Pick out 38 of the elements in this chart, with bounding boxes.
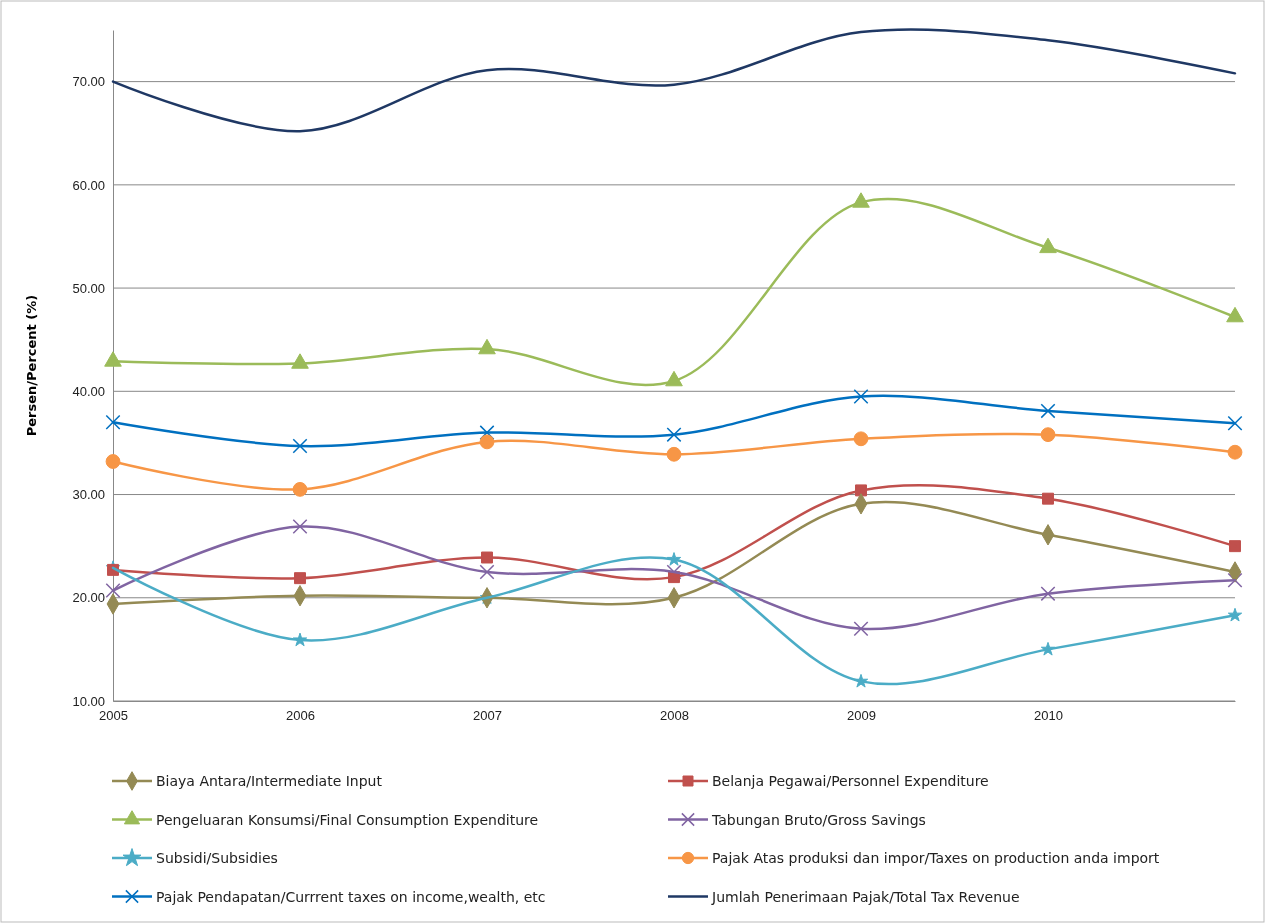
x-tick-label: 2005 xyxy=(99,708,128,724)
point xyxy=(479,564,495,580)
y-tick-label: 70.00 xyxy=(72,74,105,90)
legend-label: Belanja Pegawai/Personnel Expenditure xyxy=(712,773,989,789)
x-tick-label: 2007 xyxy=(473,708,502,724)
point xyxy=(1227,572,1243,588)
legend-label: Pajak Atas produksi dan impor/Taxes on production anda import xyxy=(712,850,1160,866)
point xyxy=(1227,607,1243,622)
y-axis-title: Persen/Percent (%) xyxy=(24,294,39,437)
point xyxy=(853,621,869,637)
point xyxy=(853,388,869,404)
y-tick-label: 20.00 xyxy=(72,590,105,606)
point xyxy=(105,414,121,430)
point xyxy=(1226,306,1244,323)
y-tick-label: 10.00 xyxy=(72,693,105,709)
y-tick-label: 60.00 xyxy=(72,177,105,193)
y-tick-label: 50.00 xyxy=(72,280,105,296)
legend-label: Pajak Pendapatan/Currrent taxes on income,wealth, etc xyxy=(156,888,546,905)
x-tick-label: 2006 xyxy=(286,708,315,724)
x-tick-label: 2008 xyxy=(660,708,689,724)
legend-label: Biaya Antara/Intermediate Input xyxy=(156,773,383,789)
legend-label: Jumlah Penerimaan Pajak/Total Tax Revenue xyxy=(711,888,1020,905)
legend-label: Tabungan Bruto/Gross Savings xyxy=(711,811,926,828)
point xyxy=(1227,415,1243,431)
y-tick-label: 40.00 xyxy=(72,383,105,399)
point xyxy=(292,519,308,535)
point xyxy=(292,438,308,454)
legend-label: Pengeluaran Konsumsi/Final Consumption Expenditure xyxy=(156,811,539,828)
point xyxy=(104,351,122,367)
point xyxy=(105,583,121,599)
point xyxy=(105,454,121,469)
point xyxy=(1040,586,1056,602)
legend-label: Subsidi/Subsidies xyxy=(156,850,278,866)
point xyxy=(666,427,682,443)
point xyxy=(1040,403,1056,419)
x-tick-label: 2009 xyxy=(847,708,876,724)
y-tick-label: 30.00 xyxy=(72,487,105,503)
x-tick-label: 2010 xyxy=(1034,708,1063,724)
